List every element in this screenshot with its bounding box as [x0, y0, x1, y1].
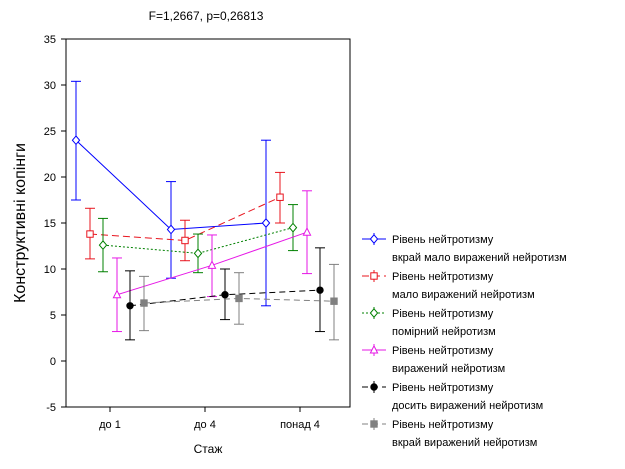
data-point: [330, 297, 338, 305]
legend-label-line2: помірний нейротизм: [392, 326, 496, 338]
data-point: [261, 218, 271, 228]
legend-label-line1: Рівень нейтротизму: [392, 419, 494, 431]
x-tick-label: понад 4: [280, 419, 320, 431]
legend-label-line2: вкрай мало виражений нейротизм: [392, 252, 567, 264]
legend-label-line1: Рівень нейтротизму: [392, 308, 494, 320]
legend: Рівень нейтротизму вкрай мало виражений н…: [362, 233, 567, 449]
y-tick-label: 35: [44, 34, 56, 46]
legend-swatch-marker: [370, 272, 378, 280]
data-point: [140, 299, 148, 307]
data-point: [316, 286, 324, 294]
legend-swatch-marker: [370, 383, 378, 391]
data-point: [235, 294, 243, 303]
series-6: [139, 263, 339, 341]
legend-label-line1: Рівень нейтротизму: [392, 382, 494, 394]
data-point: [112, 289, 122, 299]
legend-swatch-marker: [369, 308, 379, 318]
data-point: [181, 236, 189, 245]
data-point: [86, 230, 94, 238]
series-layer: [71, 80, 339, 341]
legend-swatch-marker: [370, 420, 378, 428]
chart-title: F=1,2667, p=0,26813: [149, 9, 264, 23]
data-point: [288, 222, 298, 233]
legend-label-line2: виражений нейротизм: [392, 363, 505, 375]
legend-item-3: Рівень нейтротизму помірний нейротизм: [362, 307, 496, 338]
y-tick-label: -5: [46, 402, 56, 414]
data-point: [98, 240, 108, 251]
data-point: [71, 135, 81, 146]
y-axis: -5 0 5 10 15 20 25 30 35: [44, 34, 66, 414]
legend-item-6: Рівень нейтротизму вкрай виражений нейрот…: [362, 418, 537, 449]
series-1: [71, 80, 271, 307]
data-point: [302, 226, 312, 236]
x-tick-label: до 1: [99, 419, 121, 431]
y-tick-label: 5: [50, 310, 56, 322]
legend-label-line1: Рівень нейтротизму: [392, 234, 494, 246]
legend-item-5: Рівень нейтротизму досить виражений нейро…: [362, 381, 543, 412]
data-point: [276, 193, 284, 201]
legend-label-line2: мало виражений нейротизм: [392, 289, 535, 301]
y-tick-label: 10: [44, 264, 56, 276]
data-point: [207, 260, 217, 269]
legend-label-line2: вкрай виражений нейротизм: [392, 437, 537, 449]
series-5: [125, 247, 325, 341]
series-2: [85, 171, 285, 262]
data-point: [221, 291, 229, 299]
series-line: [102, 227, 294, 254]
series-4: [112, 190, 312, 333]
data-point: [126, 302, 134, 310]
legend-item-2: Рівень нейтротизму мало виражений нейроти…: [362, 270, 535, 301]
legend-label-line1: Рівень нейтротизму: [392, 271, 494, 283]
y-tick-label: 20: [44, 172, 56, 184]
legend-item-1: Рівень нейтротизму вкрай мало виражений н…: [362, 233, 567, 264]
legend-swatch-marker: [369, 234, 379, 244]
legend-swatch-marker: [369, 344, 379, 354]
y-tick-label: 0: [50, 356, 56, 368]
y-tick-label: 15: [44, 218, 56, 230]
x-axis: до 1 до 4 понад 4: [99, 407, 320, 431]
y-tick-label: 25: [44, 126, 56, 138]
y-tick-label: 30: [44, 80, 56, 92]
x-tick-label: до 4: [194, 419, 216, 431]
legend-label-line1: Рівень нейтротизму: [392, 345, 494, 357]
data-point: [166, 224, 176, 235]
y-axis-label: Конструктивні копінги: [12, 143, 29, 303]
x-axis-label: Стаж: [194, 442, 223, 456]
data-point: [193, 248, 203, 259]
legend-label-line2: досить виражений нейротизм: [392, 400, 543, 412]
legend-item-4: Рівень нейтротизму виражений нейротизм: [362, 344, 505, 375]
series-3: [98, 204, 298, 274]
